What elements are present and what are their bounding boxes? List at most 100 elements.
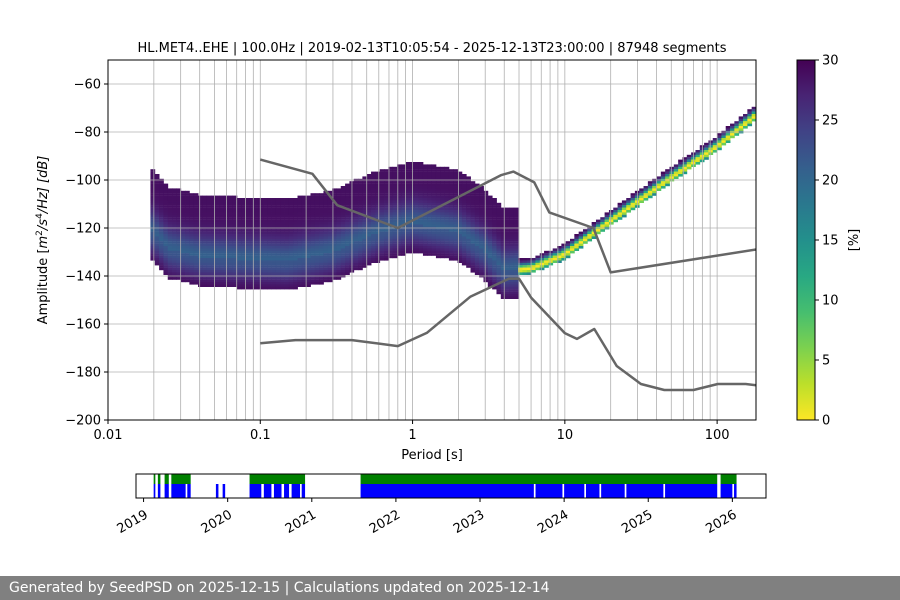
heatmap-cell [427,181,432,184]
heatmap-cell [228,277,234,280]
heatmap-cell [474,198,480,201]
heatmap-cell [345,270,350,273]
heatmap-cell [271,214,277,218]
heatmap-cell [319,222,324,225]
heatmap-cell [314,195,320,199]
heatmap-cell [561,250,567,254]
heatmap-cell [150,243,156,247]
heatmap-cell [215,284,221,287]
heatmap-cell [254,222,259,225]
heatmap-cell [479,258,484,261]
heatmap-cell [189,207,195,211]
heatmap-cell [176,190,182,194]
heatmap-cell [474,217,480,220]
heatmap-cell [487,236,493,239]
heatmap-cell [288,231,294,235]
heatmap-cell [656,186,662,189]
heatmap-cell [358,205,363,208]
heatmap-cell [275,238,281,242]
heatmap-cell [327,214,333,218]
heatmap-cell [271,243,277,247]
heatmap-cell [505,248,510,251]
heatmap-cell [176,210,182,213]
heatmap-cell [453,217,458,220]
heatmap-cell [297,277,303,280]
available-span [360,484,534,498]
heatmap-cell [384,212,389,215]
heatmap-cell [267,212,272,215]
heatmap-cell [219,253,225,256]
heatmap-cell [154,212,160,215]
heatmap-cell [401,229,407,232]
heatmap-cell [202,234,208,237]
heatmap-cell [319,205,324,208]
heatmap-cell [172,205,177,208]
heatmap-cell [544,260,549,263]
heatmap-cell [206,255,212,259]
heatmap-cell [513,260,519,263]
heatmap-cell [405,224,411,227]
heatmap-cell [154,214,160,218]
heatmap-cell [189,236,195,239]
heatmap-cell [340,188,346,191]
heatmap-cell [271,200,277,203]
heatmap-cell [185,219,190,223]
heatmap-cell [418,193,424,196]
heatmap-cell [405,243,411,247]
heatmap-cell [297,246,303,249]
heatmap-cell [167,246,173,249]
heatmap-cell [444,248,450,251]
heatmap-cell [470,262,476,266]
heatmap-cell [310,210,316,213]
heatmap-cell [198,255,203,259]
heatmap-cell [228,255,234,259]
heatmap-cell [284,267,290,271]
heatmap-cell [271,284,277,287]
heatmap-cell [193,277,199,280]
heatmap-cell [284,246,290,249]
heatmap-cell [522,262,528,266]
heatmap-cell [513,248,519,251]
heatmap-cell [163,246,169,249]
heatmap-cell [371,236,376,239]
heatmap-cell [280,214,285,218]
heatmap-cell [613,219,618,223]
heatmap-cell [505,272,510,275]
heatmap-cell [258,277,264,280]
heatmap-cell [366,250,372,254]
heatmap-cell [159,246,164,249]
heatmap-cell [392,229,398,232]
heatmap-cell [375,188,381,191]
heatmap-cell [422,200,428,203]
heatmap-cell [353,193,359,196]
heatmap-cell [180,265,186,268]
heatmap-cell [474,222,480,225]
heatmap-cell [384,229,389,232]
heatmap-cell [440,190,445,194]
heatmap-cell [345,272,350,275]
heatmap-cell [647,181,653,184]
heatmap-cell [332,229,337,232]
heatmap-cell [323,205,329,208]
heatmap-cell [496,205,502,208]
heatmap-cell [332,255,337,259]
heatmap-cell [678,174,683,177]
heatmap-cell [336,200,342,203]
heatmap-cell [401,186,407,189]
heatmap-cell [167,253,173,256]
heatmap-cell [474,219,480,223]
heatmap-cell [176,222,182,225]
heatmap-cell [474,229,480,232]
heatmap-cell [211,210,216,213]
heatmap-cell [159,214,164,218]
heatmap-cell [388,176,394,179]
heatmap-cell [414,198,420,201]
heatmap-cell [254,265,259,268]
heatmap-cell [258,243,264,247]
heatmap-cell [172,193,177,196]
heatmap-cell [332,260,337,263]
heatmap-cell [241,219,247,223]
heatmap-cell [193,219,199,223]
heatmap-cell [202,255,208,259]
